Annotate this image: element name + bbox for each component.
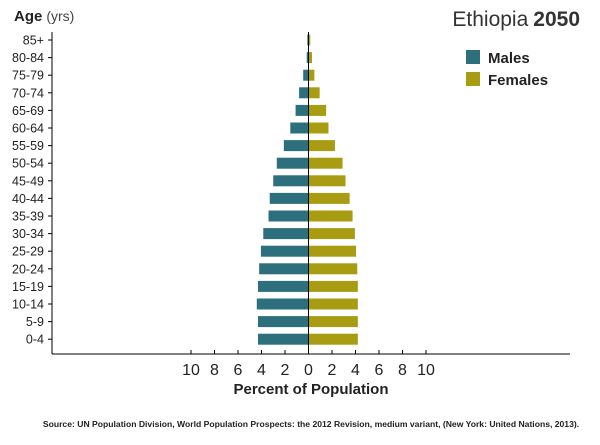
bar-males-85 [307,34,309,46]
bar-males-55-59 [283,140,309,152]
bar-females-80-84 [308,52,313,64]
age-group-label: 40-44 [12,192,44,206]
legend-swatch-males [466,50,480,64]
bar-females-65-69 [308,104,327,116]
bar-males-45-49 [273,175,309,187]
bar-males-20-24 [259,263,309,275]
age-group-label: 45-49 [12,174,44,188]
age-group-label: 5-9 [26,315,44,329]
bar-males-10-14 [256,298,309,310]
age-group-label: 85+ [23,34,44,48]
xaxis-title: Percent of Population [233,381,388,398]
age-group-label: 65-69 [12,104,44,118]
bar-females-30-34 [308,228,355,240]
legend-swatch-females [466,72,480,86]
legend-label-females: Females [488,72,548,89]
bar-females-35-39 [308,210,353,222]
bar-males-30-34 [263,228,309,240]
source-note: Source: UN Population Division, World Po… [43,419,579,429]
bar-males-60-64 [290,122,309,134]
yaxis-title: Age (yrs) [14,8,74,25]
age-group-label: 50-54 [12,157,44,171]
bar-females-70-74 [308,87,320,99]
xtick-labels-layer: 10 8 6 4 2 0 2 4 6 8 10 [182,362,435,379]
bar-males-35-39 [268,210,309,222]
x-tick-label: 6 [234,362,243,379]
bar-males-65-69 [295,104,309,116]
bar-males-40-44 [269,192,309,204]
bar-females-0-4 [308,333,358,345]
chart-title: Ethiopia 2050 [452,8,580,31]
bar-females-55-59 [308,140,335,152]
yaxis-title-bold: Age [14,8,42,25]
x-tick-label: 8 [210,362,219,379]
bar-males-75-79 [303,69,309,81]
age-group-label: 70-74 [12,86,44,100]
age-group-label: 75-79 [12,69,44,83]
bar-females-75-79 [308,69,315,81]
age-group-label: 0-4 [26,333,44,347]
bar-females-45-49 [308,175,346,187]
bar-females-50-54 [308,157,343,169]
age-group-label: 60-64 [12,122,44,136]
bars-layer [256,34,358,345]
bar-females-15-19 [308,280,358,292]
x-tick-label: 10 [182,362,200,379]
legend-label-males: Males [488,50,530,67]
bar-males-5-9 [257,316,309,328]
x-tick-label: 2 [281,362,290,379]
chart-title-main: Ethiopia [452,8,528,31]
legend: Males Females [466,50,548,89]
bar-females-5-9 [308,316,358,328]
bar-males-25-29 [260,245,309,257]
bar-females-10-14 [308,298,358,310]
x-tick-label: 10 [417,362,435,379]
chart-title-year: 2050 [533,8,580,31]
bar-males-15-19 [257,280,309,292]
bar-males-50-54 [276,157,309,169]
age-labels-layer: 85+ 80-84 75-79 70-74 65-69 60-64 55-59 50-54 45… [12,34,44,347]
bar-females-20-24 [308,263,358,275]
age-group-label: 10-14 [12,298,44,312]
x-tick-label: 2 [328,362,337,379]
x-tick-label: 0 [304,362,313,379]
bar-females-85 [308,34,311,46]
age-group-label: 25-29 [12,245,44,259]
bar-females-25-29 [308,245,357,257]
age-group-label: 35-39 [12,210,44,224]
bar-females-40-44 [308,192,350,204]
age-group-label: 80-84 [12,51,44,65]
x-tick-label: 6 [375,362,384,379]
x-tick-label: 4 [257,362,266,379]
x-tick-label: 8 [398,362,407,379]
axes-layer [48,32,570,355]
x-tick-label: 4 [351,362,360,379]
age-group-label: 55-59 [12,139,44,153]
age-group-label: 15-19 [12,280,44,294]
age-group-label: 30-34 [12,227,44,241]
bar-males-70-74 [299,87,309,99]
bar-males-0-4 [257,333,309,345]
age-group-label: 20-24 [12,262,44,276]
yaxis-title-unit: (yrs) [46,8,74,24]
bar-females-60-64 [308,122,329,134]
bar-males-80-84 [306,52,309,64]
